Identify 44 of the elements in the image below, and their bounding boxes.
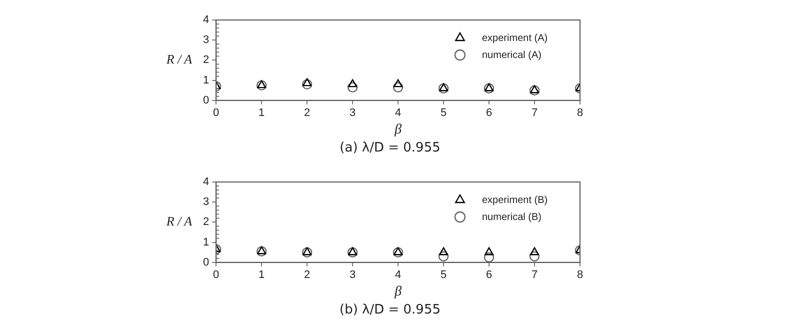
x-axis-title: β — [394, 122, 402, 138]
y-tick-label: 2 — [202, 54, 210, 66]
y-tick-label: 3 — [202, 196, 210, 208]
x-tick-label: 3 — [350, 269, 356, 282]
x-tick-label: 6 — [486, 107, 492, 120]
point — [302, 78, 312, 86]
x-tick-label: 5 — [440, 269, 447, 282]
x-tick-label: 7 — [531, 107, 538, 120]
y-tick-label: 3 — [202, 34, 210, 46]
x-tick-label: 0 — [213, 269, 220, 282]
y-tick-label: 4 — [202, 176, 210, 188]
x-tick-label: 4 — [394, 269, 402, 282]
y-tick-label: 2 — [202, 216, 210, 228]
y-tick-label: 1 — [202, 236, 210, 248]
x-tick-label: 5 — [440, 107, 447, 120]
point — [302, 79, 312, 90]
y-tick-label: 0 — [202, 256, 210, 268]
point — [348, 79, 358, 88]
y-axis-title: R / A — [165, 214, 192, 229]
legend-label: experiment (A) — [482, 32, 548, 44]
y-tick-label: 0 — [202, 94, 210, 106]
x-tick-label: 7 — [531, 269, 538, 282]
legend-label: numerical (B) — [482, 212, 542, 223]
x-tick-label: 2 — [304, 269, 310, 282]
text: (b) λ/D = 0.955 — [340, 302, 440, 318]
y-axis-title: R / A — [165, 52, 192, 67]
point — [347, 82, 358, 92]
x-tick-label: 6 — [486, 269, 492, 282]
x-tick-label: 1 — [258, 269, 265, 282]
y-tick-label: 1 — [202, 74, 210, 86]
x-tick-label: 1 — [258, 107, 265, 120]
x-tick-label: 3 — [350, 107, 356, 120]
x-tick-label: 8 — [576, 107, 584, 120]
y-tick-label: 4 — [202, 14, 210, 26]
legend-label: experiment (B) — [482, 194, 548, 206]
x-tick-label: 8 — [576, 269, 584, 282]
x-tick-label: 4 — [394, 107, 402, 120]
x-axis-title: β — [394, 284, 402, 300]
text: (a) λ/D = 0.955 — [340, 140, 440, 156]
point — [392, 82, 404, 92]
x-tick-label: 2 — [304, 107, 310, 120]
x-tick-label: 0 — [213, 107, 220, 120]
point — [394, 79, 403, 88]
legend-label: numerical (A) — [482, 50, 542, 61]
